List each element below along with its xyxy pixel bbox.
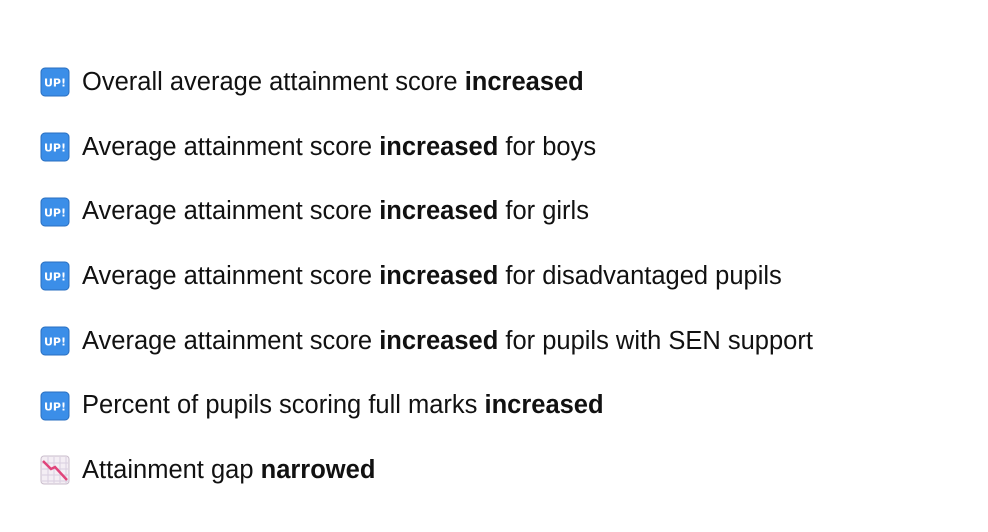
icon-bg — [40, 391, 70, 421]
item-text: Average attainment score increased for d… — [82, 262, 782, 291]
item-text-after: for girls — [498, 197, 589, 226]
item-text-emphasis: increased — [464, 67, 584, 96]
list-item: UP! Percent of pupils scoring full marks … — [40, 373, 813, 438]
item-text: Average attainment score increased for b… — [82, 133, 596, 162]
list-item: UP! Overall average attainment score incr… — [40, 50, 813, 115]
list-item: Attainment gap narrowed — [40, 438, 813, 503]
item-text-emphasis: increased — [379, 261, 499, 290]
icon-label: UP! — [44, 206, 66, 219]
item-text-before: Overall average attainment score — [82, 67, 465, 96]
item-text-before: Average attainment score — [82, 261, 380, 290]
item-text: Average attainment score increased for g… — [82, 197, 589, 226]
item-text: Overall average attainment score increas… — [82, 68, 584, 97]
item-text-before: Average attainment score — [82, 197, 380, 226]
item-text-emphasis: increased — [379, 132, 499, 161]
icon-bg — [40, 197, 70, 227]
icon-label: UP! — [44, 77, 66, 90]
item-text-emphasis: increased — [484, 391, 604, 420]
list-item: UP! Average attainment score increased fo… — [40, 309, 813, 374]
icon-trend — [42, 460, 68, 482]
icon: UP! — [40, 391, 70, 421]
icon: UP! — [40, 67, 70, 97]
item-text-before: Average attainment score — [82, 326, 380, 355]
summary-list: UP! Overall average attainment score incr… — [40, 50, 813, 503]
icon: UP! — [40, 326, 70, 356]
icon-bg — [40, 132, 70, 162]
icon-label: UP! — [44, 142, 66, 155]
item-text-before: Average attainment score — [82, 132, 380, 161]
icon: UP! — [40, 197, 70, 227]
icon-label: UP! — [44, 336, 66, 349]
icon-bg — [40, 261, 70, 291]
list-item: UP! Average attainment score increased fo… — [40, 179, 813, 244]
icon: UP! — [40, 261, 70, 291]
icon-bg — [40, 67, 70, 97]
item-text-after: for disadvantaged pupils — [498, 261, 782, 290]
item-text-emphasis: increased — [379, 326, 499, 355]
item-text: Attainment gap narrowed — [82, 456, 375, 485]
item-text-after: for pupils with SEN support — [498, 326, 813, 355]
icon-label: UP! — [44, 271, 66, 284]
list-item: UP! Average attainment score increased fo… — [40, 115, 813, 180]
icon-label: UP! — [44, 400, 66, 413]
item-text-before: Attainment gap — [82, 455, 261, 484]
icon — [40, 455, 70, 485]
item-text-before: Percent of pupils scoring full marks — [82, 391, 485, 420]
item-text-emphasis: increased — [379, 197, 499, 226]
item-text-emphasis: narrowed — [260, 455, 376, 484]
item-text-after: for boys — [498, 132, 597, 161]
item-text: Percent of pupils scoring full marks inc… — [82, 391, 604, 420]
icon-bg — [40, 326, 70, 356]
icon-bg — [40, 455, 70, 485]
list-item: UP! Average attainment score increased fo… — [40, 244, 813, 309]
icon: UP! — [40, 132, 70, 162]
item-text: Average attainment score increased for p… — [82, 327, 813, 356]
